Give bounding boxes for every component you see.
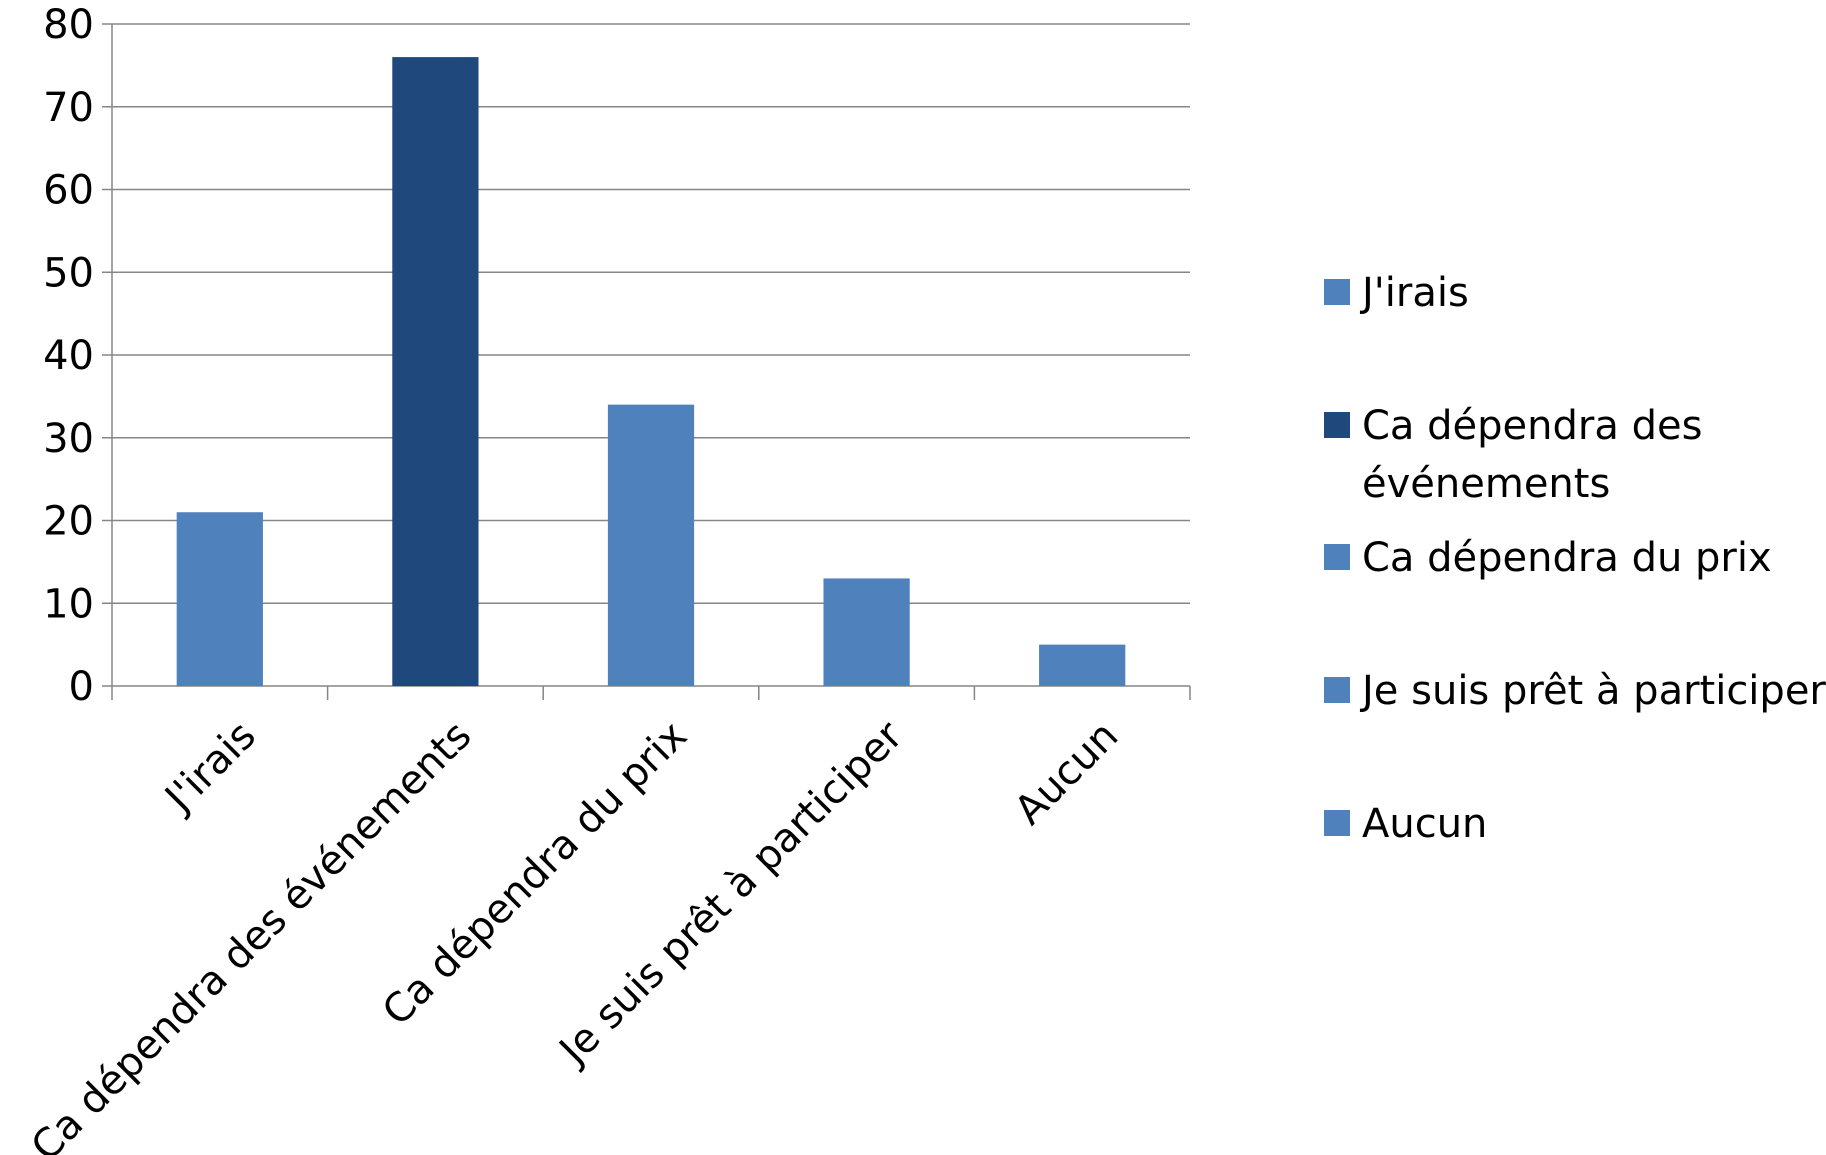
- legend-swatch: [1324, 810, 1350, 836]
- y-tick-label: 10: [43, 581, 94, 627]
- legend-item: J'irais: [1324, 270, 1469, 316]
- y-tick-label: 80: [43, 2, 94, 48]
- y-tick-label: 50: [43, 250, 94, 296]
- legend-label: Ca dépendra des: [1362, 403, 1702, 449]
- y-tick-labels: 0 10 20 30 40 50 60 70 80: [43, 2, 94, 710]
- legend-label: événements: [1362, 461, 1610, 507]
- y-tick-label: 0: [69, 664, 94, 710]
- legend-swatch: [1324, 412, 1350, 438]
- x-category-label: Ca dépendra des événements: [23, 713, 481, 1155]
- y-tick-label: 40: [43, 333, 94, 379]
- legend-label: Ca dépendra du prix: [1362, 535, 1772, 581]
- y-tick-label: 70: [43, 85, 94, 131]
- legend-item: Je suis prêt à participer: [1324, 668, 1826, 714]
- y-tick-label: 60: [43, 168, 94, 214]
- bar: [392, 57, 479, 687]
- legend-label: Je suis prêt à participer: [1359, 668, 1826, 714]
- x-category-label: J'irais: [155, 713, 265, 823]
- x-category-label: Je suis prêt à participer: [549, 712, 912, 1075]
- legend-item: Ca dépendra du prix: [1324, 535, 1772, 581]
- y-tick-label: 30: [43, 416, 94, 462]
- x-category-label: Aucun: [1006, 713, 1127, 834]
- bars: [176, 57, 1126, 687]
- axes: [102, 23, 1191, 700]
- bar: [607, 404, 695, 686]
- legend-label: Aucun: [1362, 801, 1487, 847]
- bar: [1039, 644, 1126, 686]
- legend-item: Aucun: [1324, 801, 1487, 847]
- legend-swatch: [1324, 677, 1350, 703]
- legend-item: Ca dépendra des événements: [1324, 403, 1702, 507]
- y-tick-label: 20: [43, 499, 94, 545]
- legend-label: J'irais: [1359, 270, 1469, 316]
- bar: [823, 578, 910, 686]
- bar: [176, 512, 263, 686]
- legend-swatch: [1324, 544, 1350, 570]
- legend-swatch: [1324, 279, 1350, 305]
